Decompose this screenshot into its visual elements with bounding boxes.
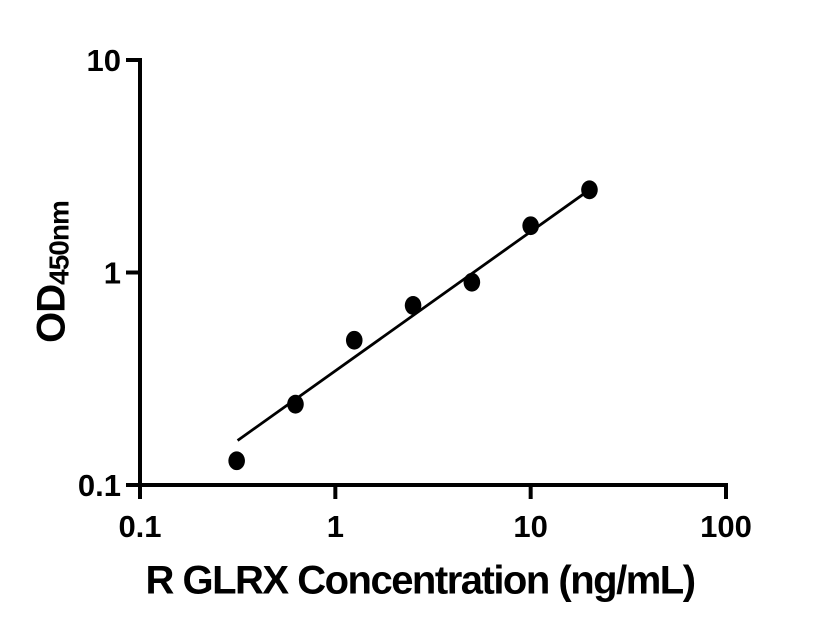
y-axis-title-sub: 450nm xyxy=(43,201,75,285)
data-point xyxy=(228,451,245,471)
y-axis-title-main: OD xyxy=(29,284,74,343)
x-tick-label: 100 xyxy=(700,509,752,544)
data-point xyxy=(522,216,539,236)
x-tick-label: 0.1 xyxy=(118,509,161,544)
y-tick-label: 10 xyxy=(87,43,121,78)
data-point xyxy=(345,330,363,350)
data-point xyxy=(463,272,481,292)
x-axis-title: R GLRX Concentration (ng/mL) xyxy=(145,558,696,603)
data-point xyxy=(287,394,304,414)
y-axis-title: OD450nm xyxy=(30,201,75,343)
x-tick-label: 1 xyxy=(327,509,344,544)
data-point xyxy=(404,296,422,315)
data-point xyxy=(581,180,598,200)
y-tick-label: 0.1 xyxy=(78,468,121,503)
y-tick-label: 1 xyxy=(104,256,121,291)
x-tick-label: 10 xyxy=(513,509,547,544)
